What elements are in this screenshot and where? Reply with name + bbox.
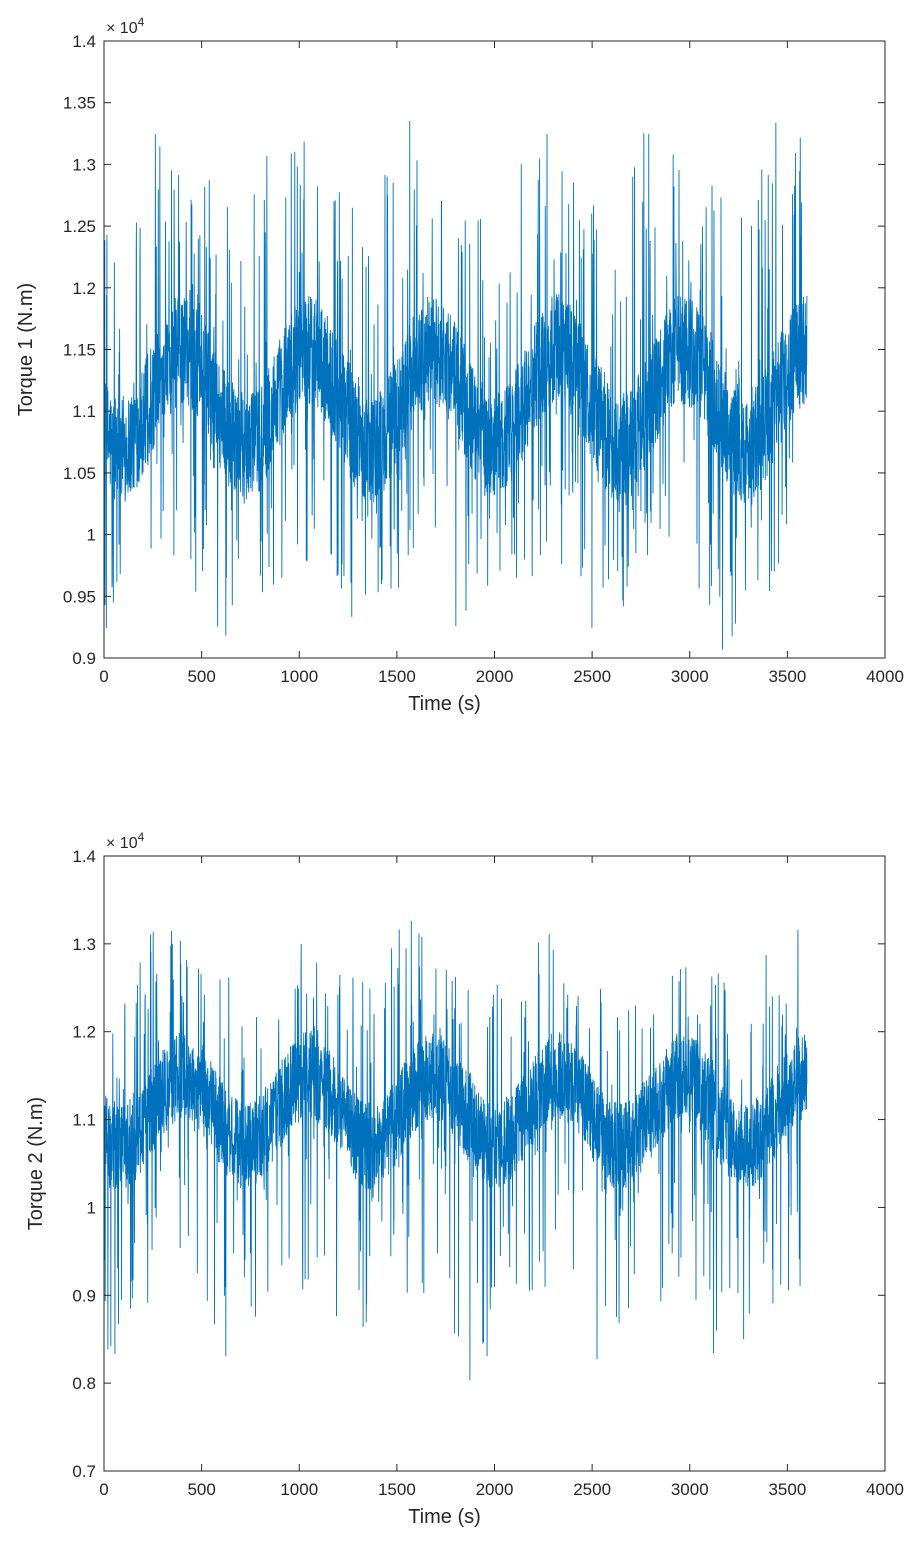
x-tick-label: 2500: [573, 667, 611, 686]
y-axis-label: Torque 1 (N.m): [15, 283, 37, 416]
y-tick-label: 1.35: [63, 94, 96, 113]
x-tick-label: 1500: [378, 1480, 416, 1499]
y-tick-label: 1.4: [72, 847, 96, 866]
x-tick-label: 3500: [768, 667, 806, 686]
y-exponent-label: × 104: [106, 830, 145, 852]
y-exponent-label: × 104: [106, 15, 145, 37]
y-tick-label: 0.7: [72, 1462, 96, 1481]
y-tick-label: 1.1: [72, 402, 96, 421]
x-tick-label: 1000: [280, 667, 318, 686]
y-tick-label: 1.3: [72, 155, 96, 174]
x-tick-label: 3500: [768, 1480, 806, 1499]
y-tick-label: 0.9: [72, 1286, 96, 1305]
y-tick-label: 1.05: [63, 464, 96, 483]
x-tick-label: 0: [99, 1480, 108, 1499]
y-tick-label: 1: [87, 1198, 96, 1217]
x-tick-label: 500: [187, 667, 215, 686]
x-tick-label: 1000: [280, 1480, 318, 1499]
y-tick-label: 1.1: [72, 1111, 96, 1130]
chart-torque-2: 0 500 1000 1500 2000 2500 3000 3500 4000 0.7 0.8 0.…: [25, 830, 904, 1528]
x-tick-label: 1500: [378, 667, 416, 686]
series-line: [104, 120, 808, 650]
y-tick-label: 1: [87, 526, 96, 545]
y-tick-label: 0.9: [72, 649, 96, 668]
x-tick-label: 2000: [476, 1480, 514, 1499]
x-tick-label: 2500: [573, 1480, 611, 1499]
y-axis-label: Torque 2 (N.m): [25, 1097, 47, 1230]
y-tick-label: 1.4: [72, 32, 96, 51]
y-tick-label: 1.2: [72, 279, 96, 298]
x-tick-label: 4000: [866, 667, 904, 686]
series-line: [104, 920, 808, 1381]
y-tick-label: 1.2: [72, 1023, 96, 1042]
x-tick-label: 3000: [671, 1480, 709, 1499]
y-tick-label: 1.15: [63, 341, 96, 360]
x-axis-label: Time (s): [408, 1506, 481, 1528]
y-tick-label: 0.95: [63, 587, 96, 606]
y-tick-label: 1.25: [63, 217, 96, 236]
x-tick-label: 2000: [476, 667, 514, 686]
y-tick-label: 1.3: [72, 935, 96, 954]
x-axis-label: Time (s): [408, 693, 481, 715]
y-tick-label: 0.8: [72, 1374, 96, 1393]
x-tick-label: 0: [99, 667, 108, 686]
x-tick-label: 500: [187, 1480, 215, 1499]
chart-torque-1: 0 500 1000 1500 2000 2500 3000 3500 4000 0.9 0.95 1…: [15, 15, 904, 715]
x-tick-label: 4000: [866, 1480, 904, 1499]
x-tick-label: 3000: [671, 667, 709, 686]
